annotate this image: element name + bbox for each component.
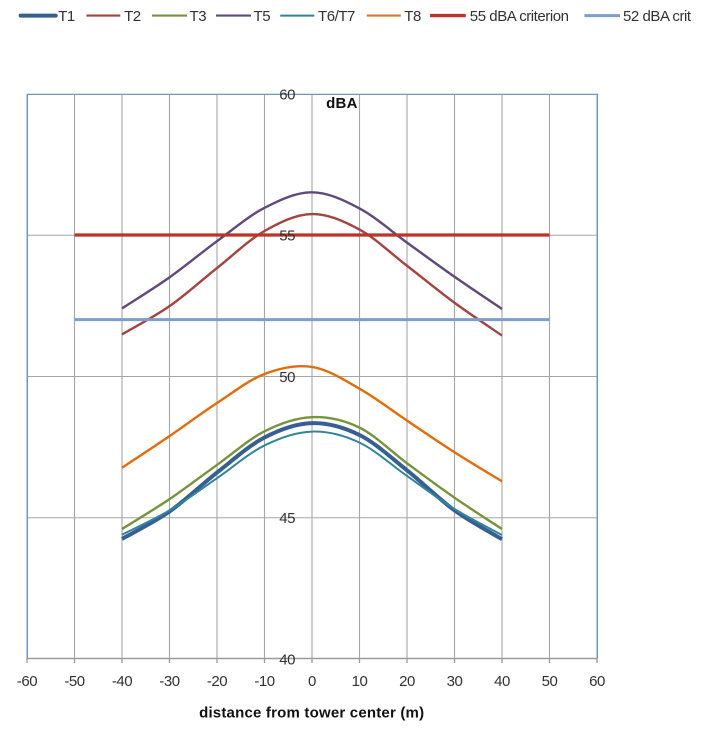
svg-text:40: 40	[494, 673, 510, 690]
svg-text:10: 10	[352, 673, 368, 690]
svg-text:-50: -50	[64, 673, 84, 690]
svg-text:40: 40	[279, 651, 295, 668]
svg-text:-10: -10	[254, 673, 274, 690]
svg-text:-60: -60	[17, 673, 37, 690]
svg-text:T8: T8	[404, 8, 421, 25]
svg-text:T6/T7: T6/T7	[318, 8, 355, 25]
svg-text:30: 30	[447, 673, 463, 690]
svg-text:-30: -30	[159, 673, 179, 690]
svg-text:T2: T2	[124, 8, 141, 25]
svg-text:52 dBA crit: 52 dBA crit	[623, 8, 692, 25]
svg-text:60: 60	[589, 673, 605, 690]
svg-text:20: 20	[399, 673, 415, 690]
svg-text:55 dBA criterion: 55 dBA criterion	[470, 8, 569, 25]
svg-text:distance from tower center (m): distance from tower center (m)	[199, 705, 424, 722]
svg-text:T3: T3	[190, 8, 207, 25]
svg-text:0: 0	[308, 673, 316, 690]
svg-text:50: 50	[542, 673, 558, 690]
svg-text:dBA: dBA	[326, 95, 357, 112]
svg-text:45: 45	[279, 510, 295, 527]
svg-text:-20: -20	[207, 673, 227, 690]
svg-text:T1: T1	[58, 8, 75, 25]
svg-text:50: 50	[279, 369, 295, 386]
svg-text:55: 55	[279, 228, 295, 245]
svg-text:-40: -40	[112, 673, 132, 690]
svg-text:60: 60	[279, 86, 295, 103]
svg-text:T5: T5	[254, 8, 271, 25]
